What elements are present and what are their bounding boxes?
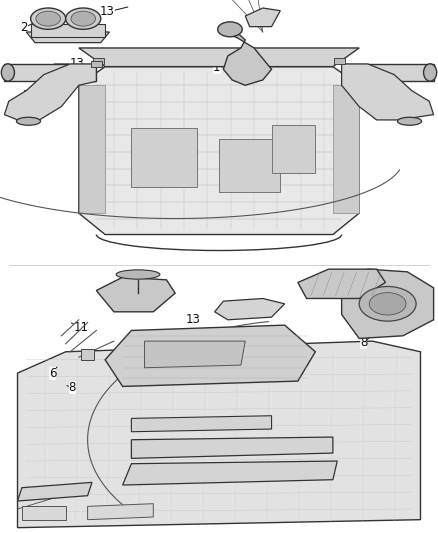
Polygon shape <box>298 269 385 298</box>
Text: 7: 7 <box>294 341 305 354</box>
Circle shape <box>71 11 95 26</box>
Bar <box>93 58 104 64</box>
Polygon shape <box>219 27 272 85</box>
Polygon shape <box>22 506 66 520</box>
Circle shape <box>369 293 406 315</box>
Text: 10: 10 <box>126 301 148 314</box>
Polygon shape <box>145 341 245 368</box>
Text: 4: 4 <box>388 90 410 102</box>
Text: 6: 6 <box>49 367 57 379</box>
Circle shape <box>66 8 101 29</box>
Polygon shape <box>88 504 153 520</box>
Polygon shape <box>26 32 110 43</box>
Polygon shape <box>245 8 280 27</box>
Text: 13: 13 <box>100 5 128 19</box>
Circle shape <box>218 22 242 37</box>
Text: 5: 5 <box>257 11 264 24</box>
Polygon shape <box>4 64 96 82</box>
Bar <box>334 58 345 64</box>
Polygon shape <box>18 482 92 501</box>
Circle shape <box>359 287 416 321</box>
Polygon shape <box>31 24 105 37</box>
Polygon shape <box>131 416 272 432</box>
Polygon shape <box>131 437 333 458</box>
Text: 8: 8 <box>67 381 76 394</box>
Text: 3: 3 <box>17 90 30 102</box>
Text: 13: 13 <box>367 63 395 76</box>
Polygon shape <box>4 64 96 120</box>
Text: 8: 8 <box>360 336 369 349</box>
Bar <box>91 61 102 67</box>
Ellipse shape <box>116 270 160 279</box>
Bar <box>219 139 280 192</box>
Text: 13: 13 <box>185 313 200 326</box>
Text: 9: 9 <box>263 303 272 316</box>
Circle shape <box>31 8 66 29</box>
Text: 11: 11 <box>71 321 88 334</box>
Polygon shape <box>123 461 337 485</box>
Polygon shape <box>342 269 434 338</box>
Ellipse shape <box>398 117 421 125</box>
Text: 1: 1 <box>213 61 226 75</box>
Polygon shape <box>96 277 175 312</box>
Polygon shape <box>215 298 285 320</box>
Text: 2: 2 <box>20 18 42 35</box>
Text: 7: 7 <box>399 301 408 314</box>
Bar <box>81 349 94 360</box>
Polygon shape <box>18 341 420 528</box>
Text: 12: 12 <box>308 279 323 292</box>
Ellipse shape <box>1 64 14 81</box>
Circle shape <box>36 11 60 26</box>
Polygon shape <box>342 64 434 120</box>
Bar <box>272 125 315 173</box>
Ellipse shape <box>17 117 40 125</box>
Text: 13: 13 <box>54 58 84 70</box>
Bar <box>131 128 197 187</box>
Polygon shape <box>105 325 315 386</box>
Polygon shape <box>342 64 434 82</box>
Polygon shape <box>79 85 105 213</box>
Ellipse shape <box>424 64 437 81</box>
Polygon shape <box>79 48 359 67</box>
Polygon shape <box>333 85 359 213</box>
Polygon shape <box>79 67 359 235</box>
